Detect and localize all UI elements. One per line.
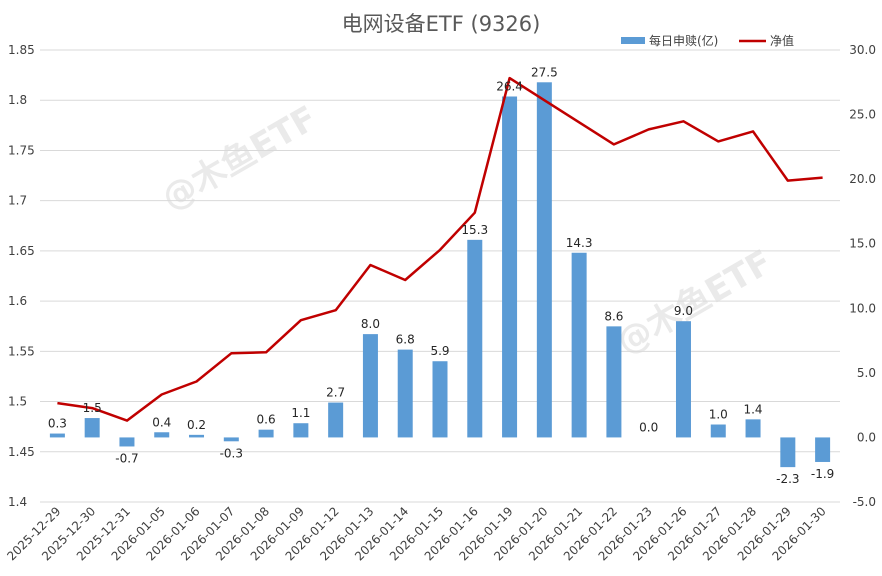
- bar: [49, 433, 65, 438]
- right-axis: -5.0 0.0 5.0 10.0 15.0 20.0 25.0 30.0: [849, 43, 876, 509]
- bar: [502, 96, 518, 438]
- bar: [328, 402, 344, 438]
- bar: [606, 326, 622, 438]
- bar-data-label: 1.5: [83, 401, 102, 415]
- left-tick-label: 1.65: [8, 244, 35, 258]
- watermark: @木鱼ETF: [610, 242, 779, 362]
- bar-data-label: 1.1: [291, 406, 310, 420]
- bar-data-label: 1.0: [709, 408, 728, 422]
- left-tick-label: 1.4: [8, 495, 27, 509]
- legend: 每日申赎(亿) 净值: [621, 33, 794, 48]
- bar-data-label: 2.7: [326, 386, 345, 400]
- right-tick-label: 20.0: [849, 172, 876, 186]
- bar: [84, 418, 100, 438]
- bar-data-label: 6.8: [396, 333, 415, 347]
- bar-data-label: 9.0: [674, 304, 693, 318]
- bar: [571, 252, 587, 438]
- bar: [258, 429, 274, 438]
- bar-data-label: 0.0: [639, 420, 658, 434]
- right-tick-label: 5.0: [857, 366, 876, 380]
- left-tick-label: 1.6: [8, 294, 27, 308]
- bar: [432, 361, 448, 438]
- bar-series: [49, 82, 831, 468]
- bar-data-label: 5.9: [430, 344, 449, 358]
- bar-data-label: -2.3: [776, 472, 799, 486]
- left-tick-label: 1.8: [8, 93, 27, 107]
- bar: [780, 437, 796, 468]
- left-tick-label: 1.85: [8, 43, 35, 57]
- bar: [815, 437, 831, 462]
- bar-data-label: 1.4: [743, 402, 762, 416]
- right-tick-label: 0.0: [857, 430, 876, 444]
- bar: [119, 437, 135, 447]
- bar-data-label: 8.6: [604, 309, 623, 323]
- legend-label-bar: 每日申赎(亿): [649, 33, 718, 48]
- left-tick-label: 1.55: [8, 344, 35, 358]
- bar-data-label: 26.4: [496, 79, 523, 93]
- legend-label-line: 净值: [770, 33, 794, 48]
- bar-data-label: 15.3: [461, 223, 488, 237]
- bar-data-label: -0.7: [115, 451, 138, 465]
- bar-data-label: 27.5: [531, 65, 558, 79]
- left-tick-label: 1.75: [8, 143, 35, 157]
- bar: [397, 349, 413, 438]
- chart-title: 电网设备ETF (9326): [342, 12, 541, 36]
- bar-data-label: 0.6: [257, 413, 276, 427]
- line-series: [57, 76, 823, 422]
- bar: [154, 432, 170, 438]
- x-axis: 2025-12-292025-12-302025-12-312026-01-05…: [4, 504, 828, 563]
- data-labels: 0.3 1.5 -0.7 0.4 0.2 -0.3 0.6 1.1 2.7 8.0 6.8 5.9 15…: [48, 65, 834, 486]
- bar-data-label: 0.3: [48, 417, 67, 431]
- bar: [536, 82, 552, 438]
- left-tick-label: 1.5: [8, 395, 27, 409]
- bar-data-label: 14.3: [566, 236, 593, 250]
- bar: [710, 424, 726, 438]
- bar: [362, 334, 378, 438]
- left-tick-label: 1.7: [8, 194, 27, 208]
- bar: [293, 423, 309, 438]
- bar: [189, 434, 205, 438]
- nav-line: [57, 76, 823, 422]
- left-tick-label: 1.45: [8, 445, 35, 459]
- right-tick-label: 25.0: [849, 108, 876, 122]
- bar: [223, 437, 239, 442]
- bar-data-label: 8.0: [361, 317, 380, 331]
- bar-data-label: -1.9: [811, 467, 834, 481]
- legend-swatch-bar: [621, 37, 645, 44]
- right-tick-label: -5.0: [853, 495, 876, 509]
- bar-data-label: 0.2: [187, 418, 206, 432]
- bar: [675, 321, 691, 438]
- bar: [745, 419, 761, 438]
- bar-data-label: -0.3: [220, 446, 243, 460]
- left-axis: 1.4 1.45 1.5 1.55 1.6 1.65 1.7 1.75 1.8 1.85: [8, 43, 35, 509]
- bar: [467, 239, 483, 438]
- right-tick-label: 10.0: [849, 301, 876, 315]
- right-tick-label: 15.0: [849, 237, 876, 251]
- right-tick-label: 30.0: [849, 43, 876, 57]
- bar-data-label: 0.4: [152, 415, 171, 429]
